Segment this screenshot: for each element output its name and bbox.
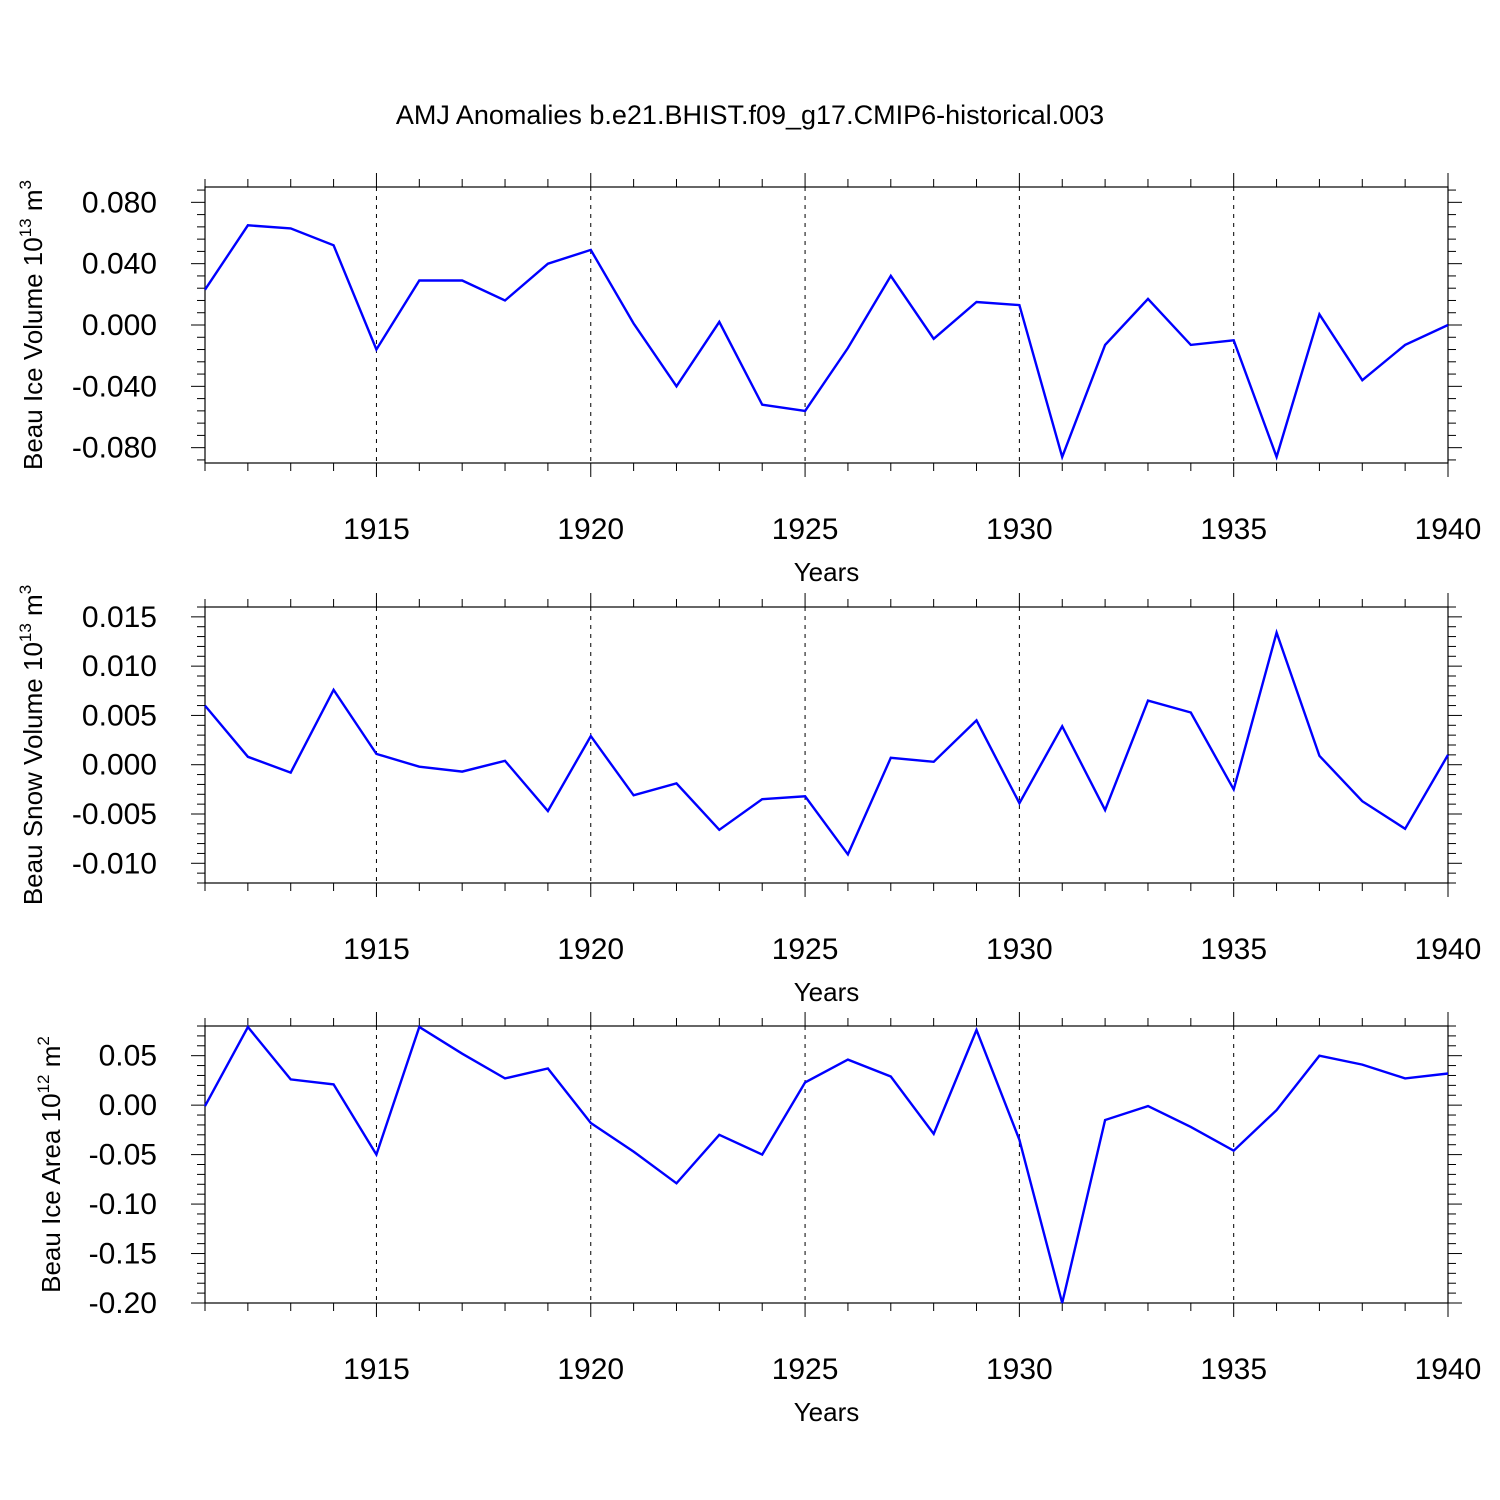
panel-1: 1915 1920 1925 1930 1935 1940 -0.080 -0.040 0.00… (16, 173, 1481, 587)
x-tick-label: 1925 (772, 933, 839, 966)
plot-frame (204, 1025, 1449, 1304)
y-axis-label: Beau Ice Area 1012 m2 (34, 1036, 66, 1293)
y-axis-label-exponent: 13 (16, 623, 35, 642)
chart-title: AMJ Anomalies b.e21.BHIST.f09_g17.CMIP6-… (396, 100, 1104, 130)
y-tick-label: 0.005 (82, 699, 157, 732)
y-tick-label: -0.080 (72, 432, 157, 465)
y-tick-label: -0.005 (72, 798, 157, 831)
x-axis-label: Years (794, 557, 860, 587)
x-tick-label: 1920 (557, 513, 624, 546)
y-tick-label: 0.000 (82, 749, 157, 782)
y-axis-label-exponent: 12 (34, 1074, 53, 1093)
y-tick-label: -0.010 (72, 847, 157, 880)
y-tick-label: -0.05 (89, 1139, 157, 1172)
chart-panels: 1915 1920 1925 1930 1935 1940 -0.080 -0.040 0.00… (16, 173, 1481, 1427)
x-tick-label: 1935 (1200, 1353, 1267, 1386)
x-tick-label: 1920 (557, 933, 624, 966)
y-axis-label-exponent: 13 (16, 218, 35, 237)
series-line (203, 1024, 1449, 1304)
x-tick-label: 1925 (772, 1353, 839, 1386)
y-tick-label: 0.000 (82, 309, 157, 342)
series-line (204, 628, 1450, 857)
x-axis-label: Years (794, 1397, 860, 1427)
y-axis-label-unit: m (18, 594, 48, 623)
x-tick-label: 1930 (986, 1353, 1053, 1386)
y-tick-label: -0.15 (89, 1238, 157, 1271)
x-tick-label: 1940 (1415, 933, 1482, 966)
panel-3: 1915 1920 1925 1930 1935 1940 -0.20 -0.15 -0.10 -… (34, 1012, 1481, 1427)
y-tick-label: 0.080 (82, 186, 157, 219)
y-tick-label: -0.040 (72, 370, 157, 403)
y-tick-label: 0.040 (82, 248, 157, 281)
y-axis-label: Beau Snow Volume 1013 m3 (16, 585, 48, 905)
y-axis-label-text: Beau Snow Volume 10 (18, 642, 48, 905)
panel-2: 1915 1920 1925 1930 1935 1940 -0.010 -0.005 0.00… (16, 585, 1481, 1007)
x-tick-label: 1920 (557, 1353, 624, 1386)
y-tick-label: 0.05 (99, 1040, 157, 1073)
y-tick-label: 0.015 (82, 601, 157, 634)
y-axis-label-text: Beau Ice Volume 10 (18, 237, 48, 470)
x-tick-label: 1930 (986, 513, 1053, 546)
x-tick-label: 1930 (986, 933, 1053, 966)
plot-frame (204, 606, 1449, 884)
y-axis-label-unit: m (18, 189, 48, 218)
x-axis-label: Years (794, 977, 860, 1007)
y-tick-label: -0.10 (89, 1188, 157, 1221)
x-tick-label: 1940 (1415, 1353, 1482, 1386)
y-axis-label-unit-power: 3 (16, 585, 35, 594)
y-tick-label: 0.00 (99, 1089, 157, 1122)
series-line (204, 224, 1449, 461)
y-axis-label: Beau Ice Volume 1013 m3 (16, 180, 48, 470)
y-tick-label: 0.010 (82, 650, 157, 683)
y-axis-label-unit-power: 3 (16, 180, 35, 189)
x-tick-label: 1935 (1200, 513, 1267, 546)
x-tick-label: 1925 (772, 513, 839, 546)
y-axis-label-unit-power: 2 (34, 1036, 53, 1045)
x-tick-label: 1915 (343, 513, 410, 546)
y-axis-label-text: Beau Ice Area 10 (36, 1093, 66, 1292)
y-axis-label-unit: m (36, 1046, 66, 1075)
x-tick-label: 1915 (343, 1353, 410, 1386)
x-tick-label: 1915 (343, 933, 410, 966)
x-tick-label: 1935 (1200, 933, 1267, 966)
x-tick-label: 1940 (1415, 513, 1482, 546)
y-tick-label: -0.20 (89, 1287, 157, 1320)
